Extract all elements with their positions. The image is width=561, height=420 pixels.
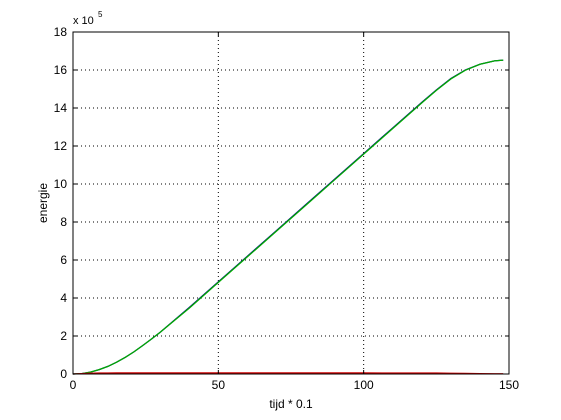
y-tick-label: 2 (60, 329, 67, 343)
y-axis-label: energie (36, 183, 50, 223)
x-tick-label: 0 (70, 378, 77, 392)
y-exponent-power: 5 (98, 10, 103, 19)
y-tick-label: 0 (60, 367, 67, 381)
x-tick-label: 100 (354, 378, 374, 392)
y-exponent-base: x 10 (73, 15, 94, 27)
series-line-2 (72, 59, 504, 375)
x-axis-label: tijd * 0.1 (269, 397, 313, 411)
y-tick-label: 16 (54, 63, 68, 77)
axes-box (72, 31, 510, 375)
series-line-3 (72, 372, 504, 375)
y-tick-label: 4 (60, 291, 67, 305)
y-tick-label: 12 (54, 139, 68, 153)
y-tick-label: 6 (60, 253, 67, 267)
plot-area (73, 32, 509, 374)
y-tick-label: 14 (54, 101, 68, 115)
grid-lines (73, 32, 509, 374)
y-tick-label: 18 (54, 25, 68, 39)
y-tick-label: 10 (54, 177, 68, 191)
series-layer (72, 59, 504, 375)
x-tick-label: 150 (499, 378, 519, 392)
axis-ticks: 0 50 100 150 0 2 4 6 8 10 12 14 16 18 (54, 25, 520, 392)
y-axis-exponent: x 10 5 (73, 10, 103, 27)
y-tick-label: 8 (60, 215, 67, 229)
x-tick-label: 50 (212, 378, 226, 392)
